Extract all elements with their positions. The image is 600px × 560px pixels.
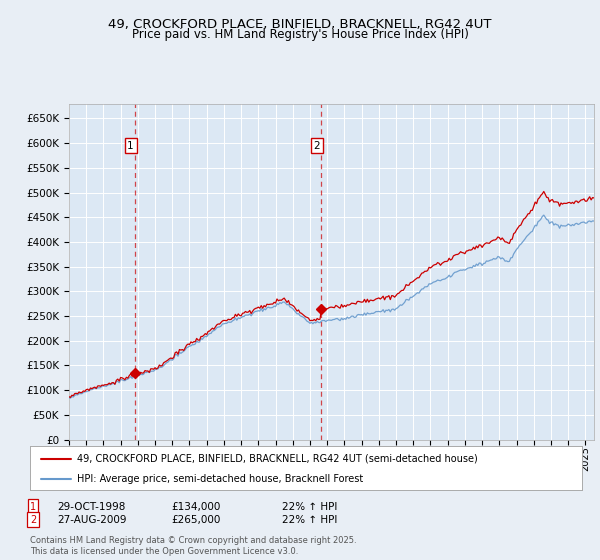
Text: Price paid vs. HM Land Registry's House Price Index (HPI): Price paid vs. HM Land Registry's House … <box>131 28 469 41</box>
Text: HPI: Average price, semi-detached house, Bracknell Forest: HPI: Average price, semi-detached house,… <box>77 474 363 484</box>
Text: 1: 1 <box>127 141 134 151</box>
Text: 27-AUG-2009: 27-AUG-2009 <box>57 515 127 525</box>
Text: 2: 2 <box>30 515 36 525</box>
Text: 29-OCT-1998: 29-OCT-1998 <box>57 502 125 512</box>
Text: 49, CROCKFORD PLACE, BINFIELD, BRACKNELL, RG42 4UT (semi-detached house): 49, CROCKFORD PLACE, BINFIELD, BRACKNELL… <box>77 454 478 464</box>
Text: Contains HM Land Registry data © Crown copyright and database right 2025.
This d: Contains HM Land Registry data © Crown c… <box>30 536 356 556</box>
Text: 22% ↑ HPI: 22% ↑ HPI <box>282 515 337 525</box>
Text: 2: 2 <box>314 141 320 151</box>
Text: £265,000: £265,000 <box>171 515 220 525</box>
Text: 1: 1 <box>30 502 36 512</box>
Text: £134,000: £134,000 <box>171 502 220 512</box>
Text: 22% ↑ HPI: 22% ↑ HPI <box>282 502 337 512</box>
Text: 49, CROCKFORD PLACE, BINFIELD, BRACKNELL, RG42 4UT: 49, CROCKFORD PLACE, BINFIELD, BRACKNELL… <box>108 18 492 31</box>
